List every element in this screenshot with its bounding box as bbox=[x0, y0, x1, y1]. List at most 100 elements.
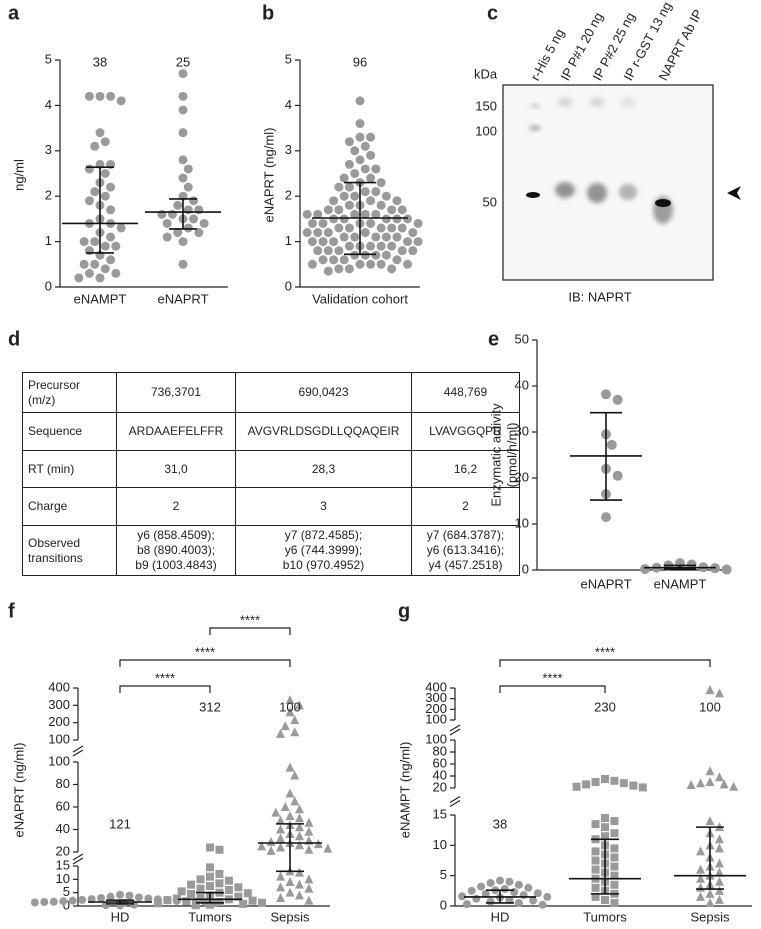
data-point bbox=[243, 889, 252, 898]
y-tick-label: 5 bbox=[440, 867, 447, 882]
y-tick-label: 20 bbox=[56, 843, 70, 858]
blot-smear bbox=[557, 97, 573, 107]
group-n: 38 bbox=[493, 816, 507, 831]
data-point bbox=[381, 191, 391, 201]
y-tick-label: 40 bbox=[433, 767, 447, 782]
y-tick-label: 100 bbox=[48, 731, 70, 746]
data-point bbox=[714, 772, 724, 782]
data-point bbox=[183, 182, 193, 192]
data-point bbox=[729, 781, 739, 791]
data-point bbox=[313, 209, 323, 219]
data-point bbox=[196, 875, 205, 884]
data-point bbox=[355, 96, 365, 106]
data-point bbox=[610, 829, 619, 838]
data-point bbox=[339, 191, 349, 201]
group-n: 312 bbox=[199, 699, 221, 714]
data-point bbox=[167, 209, 177, 219]
data-point bbox=[234, 892, 243, 901]
y-axis-label: eNAPRT (ng/ml) bbox=[11, 743, 26, 838]
data-point bbox=[304, 844, 314, 854]
axis-break bbox=[449, 795, 461, 804]
data-point bbox=[366, 173, 376, 183]
data-point bbox=[355, 155, 365, 165]
group-n: 25 bbox=[176, 54, 190, 69]
data-point bbox=[100, 241, 110, 251]
data-point bbox=[360, 164, 370, 174]
table-cell: RT (min) bbox=[22, 450, 117, 488]
data-point bbox=[302, 228, 312, 238]
significance-bracket bbox=[209, 627, 291, 635]
data-point bbox=[344, 241, 354, 251]
y-tick-label: 100 bbox=[48, 753, 70, 768]
data-point bbox=[276, 815, 286, 825]
data-point bbox=[696, 882, 706, 892]
data-point bbox=[318, 218, 328, 228]
table-cell: 31,0 bbox=[116, 450, 236, 488]
data-point bbox=[640, 564, 651, 575]
data-point bbox=[172, 894, 181, 903]
data-point bbox=[458, 892, 467, 901]
y-tick-label: 80 bbox=[433, 743, 447, 758]
data-point bbox=[178, 69, 188, 79]
y-tick-label: 40 bbox=[56, 821, 70, 836]
x-tick-label: HD bbox=[491, 909, 510, 924]
data-point bbox=[257, 841, 267, 851]
data-point bbox=[276, 824, 286, 834]
data-point bbox=[610, 817, 619, 826]
y-tick-label: 400 bbox=[425, 679, 447, 694]
table-cell: AVGVRLDSGDLLQQAQEIR bbox=[235, 412, 412, 451]
table-cell: y7 (684.3787); y6 (613.3416); y4 (457.25… bbox=[411, 525, 520, 576]
data-point bbox=[467, 886, 476, 895]
data-point bbox=[403, 214, 413, 224]
table-cell: Sequence bbox=[22, 412, 117, 451]
x-tick-label: eNAMPT bbox=[654, 576, 707, 591]
y-tick-label: 0 bbox=[63, 897, 70, 912]
data-point bbox=[610, 853, 619, 862]
blot-smear bbox=[555, 182, 575, 198]
group-n: 100 bbox=[279, 699, 301, 714]
data-point bbox=[344, 223, 354, 233]
data-point bbox=[294, 700, 304, 710]
axis-break bbox=[72, 857, 84, 865]
y-axis-label: eNAMPT (ng/ml) bbox=[397, 742, 412, 839]
data-point bbox=[524, 883, 533, 892]
data-point bbox=[360, 209, 370, 219]
axis-break bbox=[449, 724, 461, 732]
data-point bbox=[344, 264, 354, 274]
data-point bbox=[134, 893, 143, 902]
table-cell: 448,769 bbox=[411, 372, 520, 413]
data-point bbox=[350, 250, 360, 260]
data-point bbox=[100, 264, 110, 274]
data-point bbox=[610, 844, 619, 853]
data-point bbox=[392, 214, 402, 224]
table-cell: 2 bbox=[116, 487, 236, 526]
data-point bbox=[334, 223, 344, 233]
data-point bbox=[629, 781, 638, 790]
data-point bbox=[714, 885, 724, 895]
data-point bbox=[90, 259, 100, 269]
data-point bbox=[285, 877, 295, 886]
data-point bbox=[144, 894, 153, 903]
data-point bbox=[360, 228, 370, 238]
data-point bbox=[329, 255, 339, 265]
panel-letter: a bbox=[8, 2, 20, 24]
data-point bbox=[714, 894, 724, 904]
arrowhead bbox=[727, 186, 741, 200]
data-point bbox=[30, 898, 39, 907]
data-point bbox=[187, 880, 196, 889]
data-point bbox=[591, 883, 600, 892]
data-point bbox=[387, 205, 397, 215]
data-point bbox=[189, 196, 199, 206]
data-point bbox=[601, 389, 611, 400]
blot-smear bbox=[587, 183, 607, 203]
data-point bbox=[472, 894, 481, 903]
significance-label: **** bbox=[155, 670, 175, 685]
data-point bbox=[339, 214, 349, 224]
kda-label: kDa bbox=[474, 66, 498, 81]
blot-membrane bbox=[502, 84, 714, 281]
blot-label: IB: NAPRT bbox=[568, 289, 631, 304]
data-point bbox=[206, 882, 214, 890]
table-row: RT (min) 31,0 28,3 16,2 bbox=[22, 450, 520, 488]
data-point bbox=[696, 846, 706, 856]
blot-smear bbox=[530, 104, 540, 108]
